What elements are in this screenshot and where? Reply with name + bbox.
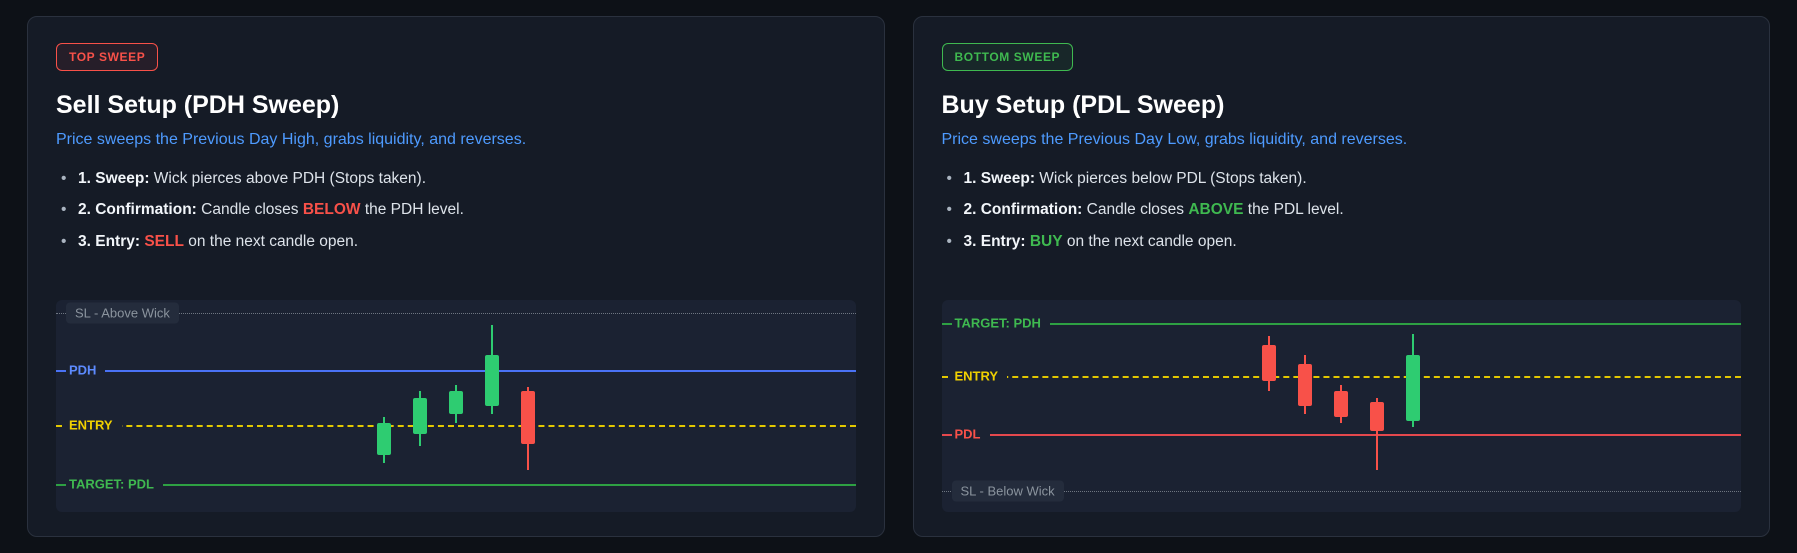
- entry-line: [56, 425, 856, 428]
- step-text: on the next candle open.: [1062, 232, 1237, 250]
- buy-setup-title: Buy Setup (PDL Sweep): [941, 91, 1225, 119]
- step-label: 2. Confirmation:: [963, 201, 1083, 219]
- sell-setup-chart: SL - Above Wick PDH ENTRY TARGET: PDL: [56, 300, 856, 512]
- top-sweep-badge: TOP SWEEP: [56, 43, 159, 71]
- step-accent: SELL: [144, 232, 184, 250]
- buy-setup-card: BOTTOM SWEEP Buy Setup (PDL Sweep) Price…: [912, 16, 1770, 537]
- buy-setup-subtitle: Price sweeps the Previous Day Low, grabs…: [941, 131, 1408, 148]
- target-label: TARGET: PDL: [66, 474, 163, 494]
- step-item: 1. Sweep: Wick pierces above PDH (Stops …: [56, 168, 856, 191]
- candle-wick: [1376, 397, 1379, 470]
- candle-body: [520, 391, 535, 445]
- sell-setup-card: TOP SWEEP Sell Setup (PDH Sweep) Price s…: [27, 16, 885, 537]
- target-line: [56, 484, 856, 487]
- step-accent: BUY: [1029, 232, 1063, 250]
- stop-loss-label: SL - Above Wick: [66, 302, 179, 324]
- step-label: 1. Sweep:: [963, 170, 1036, 187]
- bottom-sweep-badge: BOTTOM SWEEP: [941, 43, 1074, 71]
- entry-label: ENTRY: [951, 366, 1008, 386]
- sell-setup-title: Sell Setup (PDH Sweep): [56, 91, 340, 119]
- pdh-line: [56, 369, 856, 372]
- stop-loss-line: [941, 490, 1741, 492]
- step-text: the PDL level.: [1243, 201, 1344, 219]
- candle-body: [1262, 344, 1277, 381]
- candle-body: [1370, 401, 1385, 432]
- pdl-line: [941, 433, 1741, 436]
- step-text: Wick pierces below PDL (Stops taken).: [1035, 170, 1307, 187]
- step-item: 3. Entry: SELL on the next candle open.: [56, 231, 856, 254]
- candle-body: [1406, 355, 1421, 421]
- sell-setup-subtitle: Price sweeps the Previous Day High, grab…: [56, 131, 527, 148]
- stop-loss-label: SL - Below Wick: [951, 480, 1064, 502]
- step-item: 3. Entry: BUY on the next candle open.: [942, 231, 1742, 254]
- candle-body: [448, 391, 463, 415]
- entry-label: ENTRY: [66, 415, 122, 435]
- candle-body: [1298, 363, 1313, 406]
- step-label: 3. Entry:: [78, 232, 141, 250]
- entry-line: [941, 376, 1741, 379]
- step-text: Candle closes: [196, 201, 303, 219]
- sell-setup-steps: 1. Sweep: Wick pierces above PDH (Stops …: [56, 168, 856, 262]
- step-label: 2. Confirmation:: [78, 201, 197, 219]
- target-line: [941, 323, 1741, 326]
- stop-loss-line: [56, 312, 856, 314]
- candle-body: [484, 355, 499, 406]
- step-text: on the next candle open.: [183, 232, 359, 250]
- step-accent: ABOVE: [1188, 201, 1244, 219]
- candle-body: [412, 397, 427, 434]
- step-label: 3. Entry:: [963, 232, 1026, 250]
- step-text: the PDH level.: [360, 201, 464, 219]
- pdh-label: PDH: [66, 360, 106, 380]
- candle-body: [376, 422, 391, 455]
- step-item: 1. Sweep: Wick pierces below PDL (Stops …: [942, 168, 1742, 191]
- buy-setup-steps: 1. Sweep: Wick pierces below PDL (Stops …: [942, 168, 1742, 262]
- buy-setup-chart: TARGET: PDH ENTRY PDL SL - Below Wick: [941, 300, 1741, 512]
- target-label: TARGET: PDH: [951, 313, 1050, 333]
- step-item: 2. Confirmation: Candle closes BELOW the…: [56, 199, 856, 222]
- step-label: 1. Sweep:: [78, 170, 150, 187]
- candle-body: [1334, 391, 1349, 417]
- step-text: Wick pierces above PDH (Stops taken).: [149, 170, 427, 187]
- step-accent: BELOW: [302, 201, 361, 219]
- step-item: 2. Confirmation: Candle closes ABOVE the…: [942, 199, 1742, 222]
- pdl-label: PDL: [951, 424, 990, 444]
- step-text: Candle closes: [1082, 201, 1189, 219]
